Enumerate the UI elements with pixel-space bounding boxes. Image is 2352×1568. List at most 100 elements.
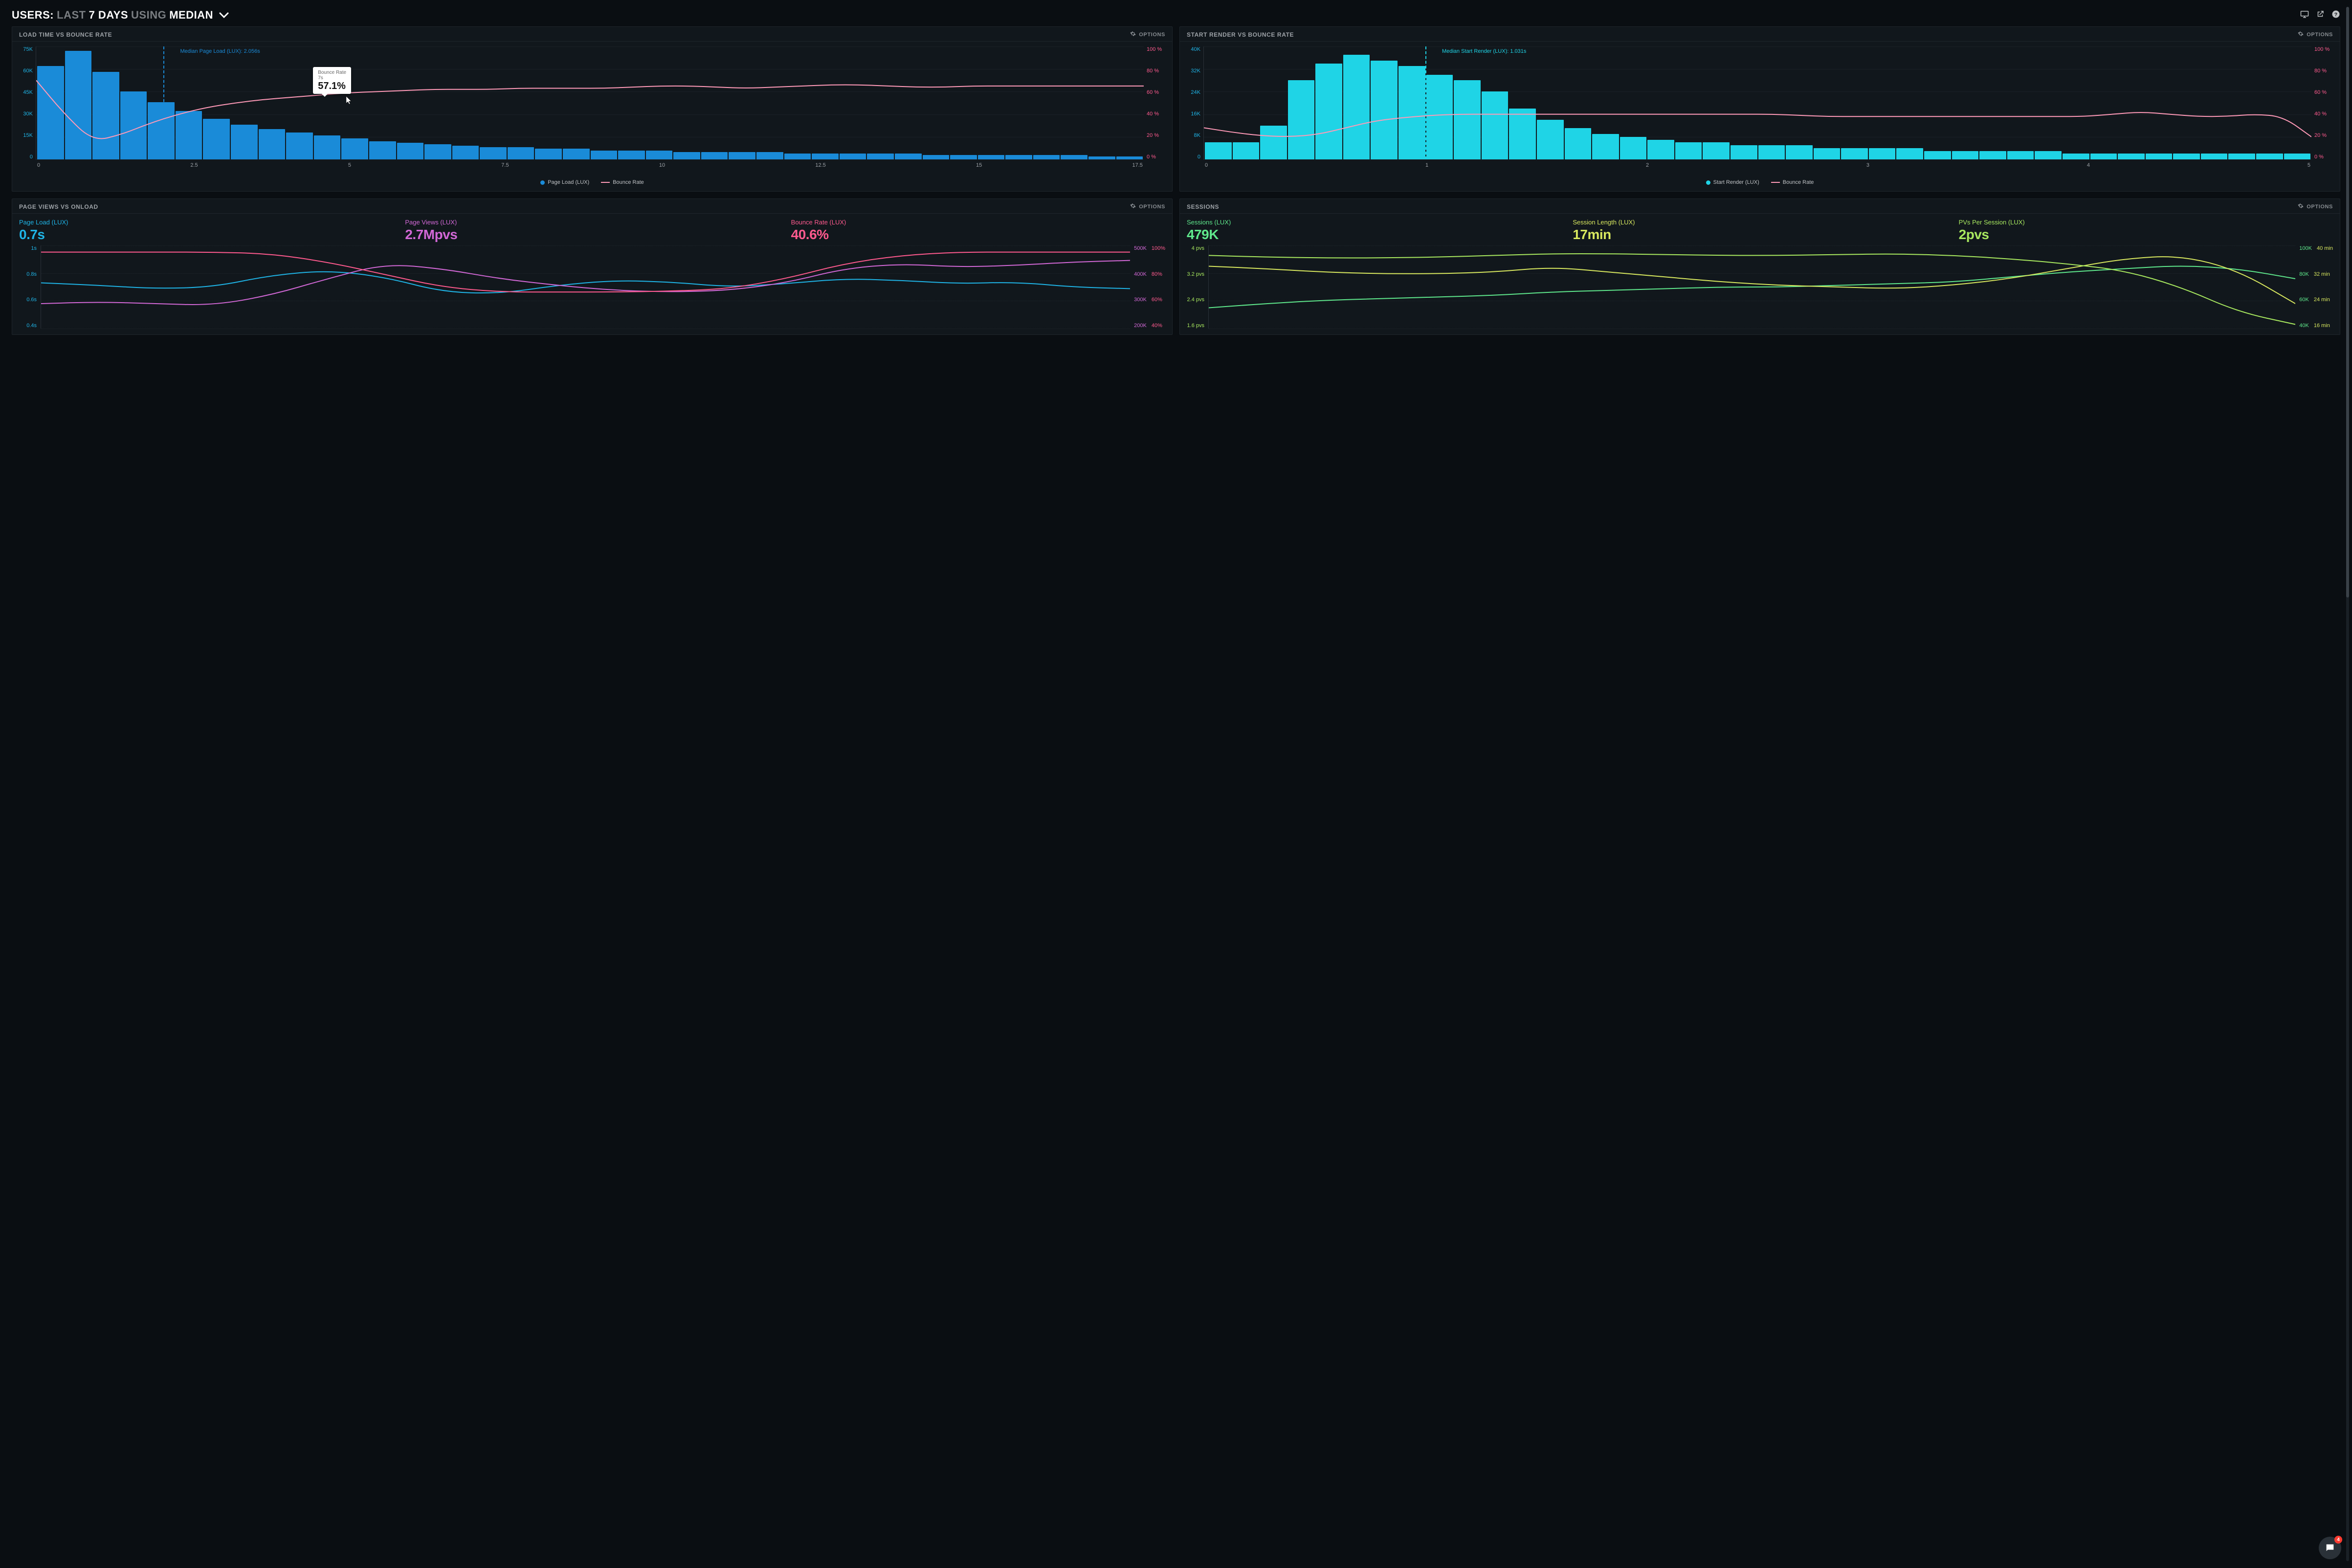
chart-bar[interactable] xyxy=(203,119,230,159)
chart-line[interactable] xyxy=(41,272,1130,293)
options-button[interactable]: OPTIONS xyxy=(1130,203,1165,210)
chart-bar[interactable] xyxy=(2118,154,2145,159)
chart-bar[interactable] xyxy=(2035,151,2062,159)
scrollbar[interactable] xyxy=(2346,7,2349,1561)
chart-bar[interactable] xyxy=(1703,142,1730,159)
chart-bar[interactable] xyxy=(646,151,673,159)
plot-area[interactable]: Median Page Load (LUX): 2.056s Bounce Ra… xyxy=(36,46,1144,160)
chart-bar[interactable] xyxy=(341,138,368,159)
chart-line[interactable] xyxy=(1209,257,2295,304)
scrollbar-thumb[interactable] xyxy=(2346,7,2349,597)
chart-bar[interactable] xyxy=(369,141,396,159)
page-title-bar[interactable]: USERS: LAST 7 DAYS USING MEDIAN xyxy=(12,9,229,22)
chart-bar[interactable] xyxy=(1005,155,1032,159)
chat-button[interactable]: 4 xyxy=(2319,1537,2341,1559)
chart-bar[interactable] xyxy=(259,129,286,159)
chart-bar[interactable] xyxy=(1233,142,1260,159)
chart-bar[interactable] xyxy=(1841,148,1868,159)
chart-bar[interactable] xyxy=(756,152,783,159)
chart-bar[interactable] xyxy=(1033,155,1060,159)
chart-bar[interactable] xyxy=(1482,91,1509,159)
chart-bar[interactable] xyxy=(397,143,424,159)
chart-bar[interactable] xyxy=(176,111,202,159)
chart-bar[interactable] xyxy=(1288,80,1315,159)
legend-item[interactable]: Bounce Rate xyxy=(601,179,644,185)
chart-bar[interactable] xyxy=(1675,142,1702,159)
plot-area[interactable] xyxy=(41,245,1130,329)
options-button[interactable]: OPTIONS xyxy=(1130,31,1165,38)
chart-bar[interactable] xyxy=(895,154,922,159)
chart-bar[interactable] xyxy=(867,154,894,159)
chart-bar[interactable] xyxy=(1061,155,1087,159)
chart-bar[interactable] xyxy=(1814,148,1841,159)
chart-bar[interactable] xyxy=(1088,156,1115,159)
chart-bar[interactable] xyxy=(1647,140,1674,159)
chart-bar[interactable] xyxy=(563,149,590,159)
chart-bar[interactable] xyxy=(1731,145,1757,159)
chart-bar[interactable] xyxy=(148,102,175,159)
chart-bar[interactable] xyxy=(950,155,977,159)
chart-bar[interactable] xyxy=(1205,142,1232,159)
chart-bar[interactable] xyxy=(1454,80,1481,159)
chart-bar[interactable] xyxy=(452,146,479,159)
chart-line[interactable] xyxy=(41,252,1130,292)
chart-bar[interactable] xyxy=(65,51,92,159)
chart-bar[interactable] xyxy=(2173,154,2200,159)
chart-bar[interactable] xyxy=(1758,145,1785,159)
chart-bar[interactable] xyxy=(729,152,755,159)
chart-bar[interactable] xyxy=(1371,61,1398,159)
chart-bar[interactable] xyxy=(424,144,451,159)
options-button[interactable]: OPTIONS xyxy=(2298,31,2333,38)
chart-bar[interactable] xyxy=(231,125,258,159)
chart-bar[interactable] xyxy=(784,154,811,159)
chart-bar[interactable] xyxy=(812,154,839,159)
chart-bar[interactable] xyxy=(1315,64,1342,159)
chart-bar[interactable] xyxy=(673,152,700,159)
chart-bar[interactable] xyxy=(2201,154,2228,159)
chart-bar[interactable] xyxy=(978,155,1005,159)
chevron-down-icon[interactable] xyxy=(219,9,229,22)
plot-area[interactable]: Median Start Render (LUX): 1.031s 012345 xyxy=(1203,46,2311,160)
legend-item[interactable]: Bounce Rate xyxy=(1771,179,1814,185)
chart-bar[interactable] xyxy=(1116,156,1143,159)
chart-bar[interactable] xyxy=(1869,148,1896,159)
chart-bar[interactable] xyxy=(37,66,64,159)
chart-bar[interactable] xyxy=(314,135,341,159)
chart-bar[interactable] xyxy=(508,147,534,159)
chart-bar[interactable] xyxy=(1537,120,1564,159)
share-icon[interactable] xyxy=(2316,10,2325,21)
chart-bar[interactable] xyxy=(2256,154,2283,159)
legend-item[interactable]: Start Render (LUX) xyxy=(1706,179,1759,185)
chart-bar[interactable] xyxy=(92,72,119,159)
plot-area[interactable] xyxy=(1208,245,2295,329)
chart-bar[interactable] xyxy=(1620,137,1647,159)
chart-bar[interactable] xyxy=(1896,148,1923,159)
chart-bar[interactable] xyxy=(1592,134,1619,159)
chart-bar[interactable] xyxy=(1952,151,1979,159)
chart-bar[interactable] xyxy=(2284,154,2311,159)
chart-line[interactable] xyxy=(1209,254,2295,325)
chart-bar[interactable] xyxy=(2063,154,2089,159)
help-icon[interactable]: ? xyxy=(2331,10,2340,21)
chart-bar[interactable] xyxy=(1260,126,1287,159)
options-button[interactable]: OPTIONS xyxy=(2298,203,2333,210)
chart-bar[interactable] xyxy=(923,155,950,159)
chart-bar[interactable] xyxy=(1565,128,1592,159)
chart-bar[interactable] xyxy=(618,151,645,159)
chart-bar[interactable] xyxy=(2146,154,2173,159)
chart-bar[interactable] xyxy=(2007,151,2034,159)
chart-bar[interactable] xyxy=(1398,66,1425,159)
chart-line[interactable] xyxy=(1209,266,2295,308)
chart-bar[interactable] xyxy=(701,152,728,159)
chart-bar[interactable] xyxy=(286,133,313,159)
chart-bar[interactable] xyxy=(120,91,147,159)
chart-bar[interactable] xyxy=(1343,55,1370,159)
chart-bar[interactable] xyxy=(1786,145,1813,159)
chart-bar[interactable] xyxy=(535,149,562,159)
chart-bar[interactable] xyxy=(1979,151,2006,159)
monitor-icon[interactable] xyxy=(2300,10,2309,21)
chart-bar[interactable] xyxy=(591,151,618,159)
chart-bar[interactable] xyxy=(480,147,507,159)
chart-bar[interactable] xyxy=(2228,154,2255,159)
chart-bar[interactable] xyxy=(1426,75,1453,159)
